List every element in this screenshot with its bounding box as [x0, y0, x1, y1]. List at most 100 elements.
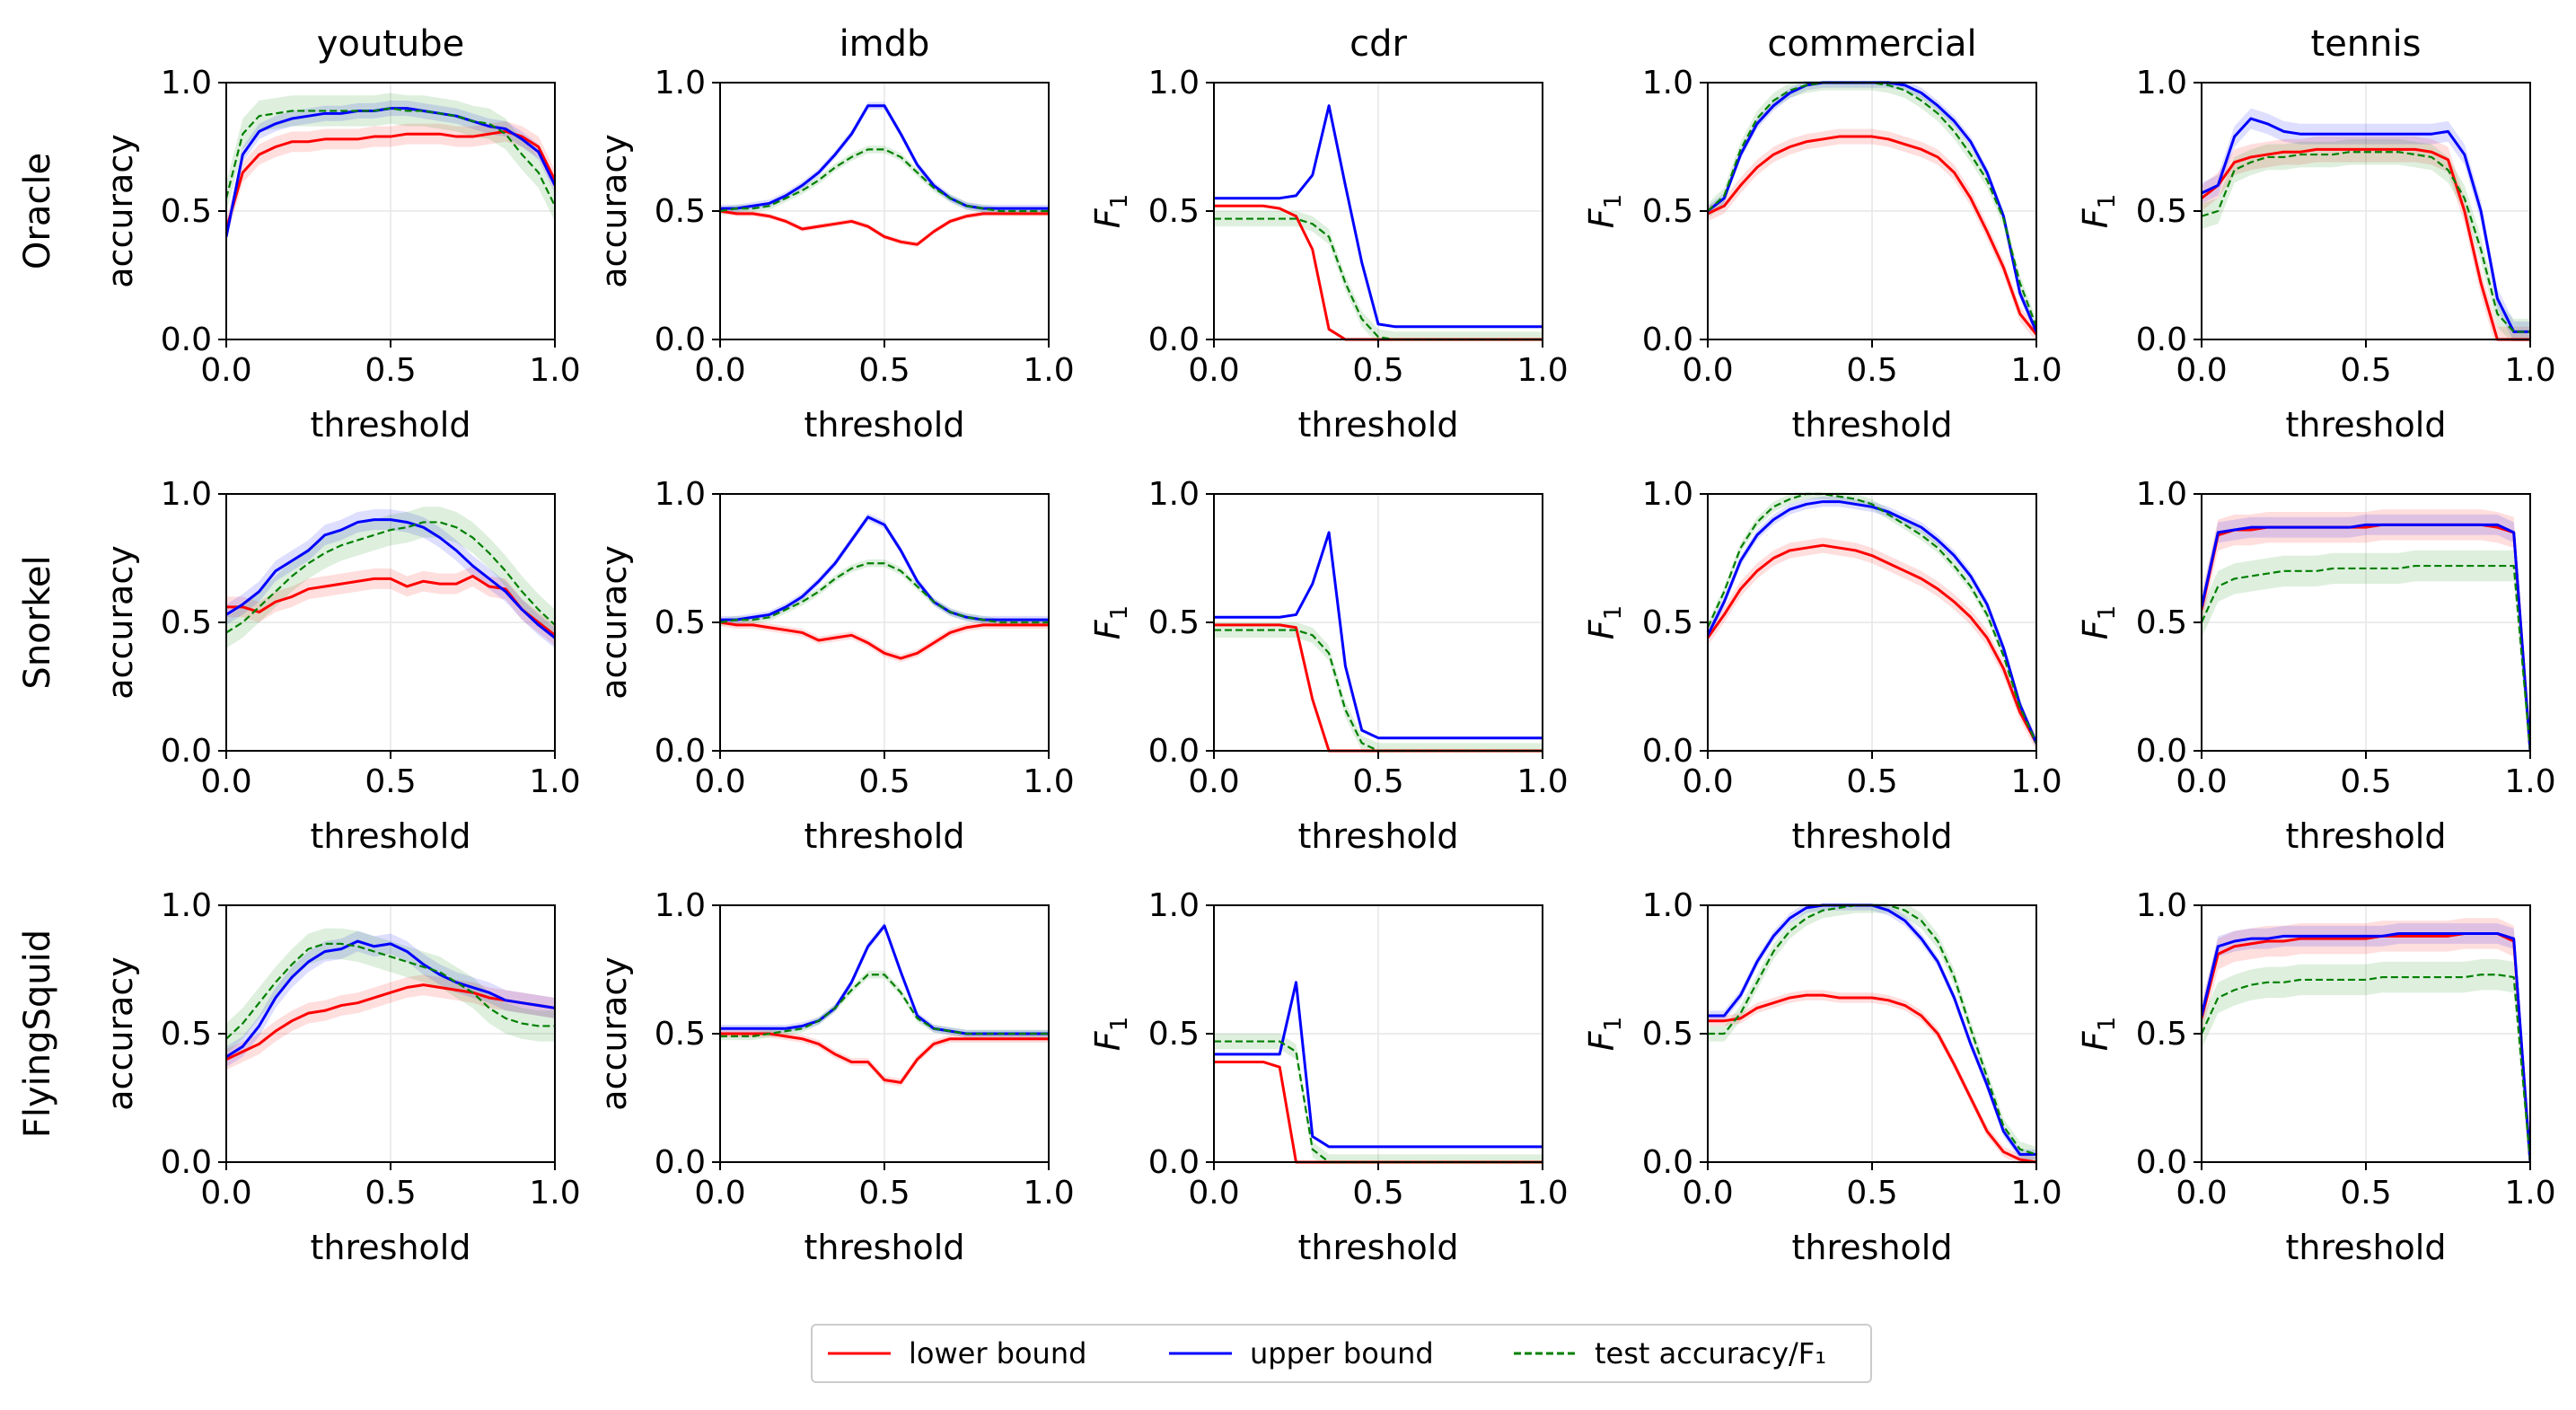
row-label-FlyingSquid: FlyingSquid — [17, 930, 58, 1138]
x-axis-label: threshold — [1298, 405, 1459, 445]
x-tick-label: 1.0 — [2504, 352, 2555, 389]
x-axis-label: threshold — [804, 405, 965, 445]
plot-area — [720, 513, 1049, 663]
band-lower — [720, 618, 1049, 663]
y-axis-label: accuracy — [594, 134, 634, 287]
panel-2-1: 0.00.0 0.5 0.5 1.0 1.0 threshold accuracy — [594, 887, 1075, 1267]
y-tick-label: 0.0 — [1148, 1144, 1200, 1181]
x-axis-label: threshold — [311, 405, 471, 445]
x-axis-label: threshold — [311, 1228, 471, 1267]
panel-2-0: 0.00.0 0.5 0.5 1.0 1.0 threshold accuracy — [101, 887, 581, 1267]
band-upper — [720, 921, 1049, 1038]
x-tick-label: 1.0 — [1517, 763, 1568, 800]
x-tick-label: 0.5 — [858, 1175, 910, 1212]
y-tick-label: 1.0 — [2136, 65, 2187, 101]
y-tick-label: 1.0 — [161, 65, 212, 101]
y-tick-label: 1.0 — [161, 887, 212, 924]
y-tick-label: 0.0 — [1148, 733, 1200, 770]
panel-2-4: 0.00.0 0.5 0.5 1.0 1.0 threshold F1 — [2076, 887, 2556, 1267]
y-tick-label: 0.0 — [1148, 322, 1200, 358]
x-tick-label: 0.5 — [1352, 763, 1403, 800]
plot-area — [1708, 492, 2036, 751]
x-tick-label: 0.0 — [1188, 352, 1239, 389]
y-tick-label: 0.0 — [161, 1144, 212, 1181]
panel-0-4: 0.00.0 0.5 0.5 1.0 1.0 threshold F1 — [2076, 65, 2556, 445]
x-tick-label: 0.5 — [1846, 763, 1897, 800]
x-tick-label: 0.5 — [2340, 763, 2391, 800]
x-axis-label: threshold — [1298, 1228, 1459, 1267]
y-tick-label: 1.0 — [2136, 476, 2187, 513]
plot-area — [226, 93, 555, 245]
x-tick-label: 0.5 — [1846, 352, 1897, 389]
x-tick-label: 0.5 — [365, 352, 416, 389]
x-axis-label: threshold — [804, 1228, 965, 1267]
series-line-upper — [1708, 500, 2036, 745]
x-axis-label: threshold — [2286, 816, 2447, 856]
legend-frame — [811, 1324, 1872, 1383]
series-line-upper — [1214, 531, 1543, 740]
panel-2-3: 0.00.0 0.5 0.5 1.0 1.0 threshold F1 — [1582, 887, 2062, 1267]
x-tick-label: 0.0 — [1188, 1175, 1239, 1212]
x-tick-label: 1.0 — [1023, 763, 1074, 800]
series-line-lower — [226, 129, 555, 230]
y-tick-label: 0.0 — [2136, 1144, 2187, 1181]
y-tick-label: 0.5 — [2136, 604, 2187, 641]
x-tick-label: 1.0 — [529, 1175, 580, 1212]
y-tick-label: 0.5 — [1642, 604, 1693, 641]
band-test — [1214, 211, 1543, 341]
panel-1-2: 0.00.0 0.5 0.5 1.0 1.0 threshold F1 — [1088, 476, 1569, 856]
series-line-test — [1214, 217, 1543, 341]
x-tick-label: 0.5 — [858, 352, 910, 389]
y-axis-label: accuracy — [101, 545, 140, 699]
x-tick-label: 0.0 — [2176, 352, 2227, 389]
row-label-Snorkel: Snorkel — [17, 555, 58, 689]
x-tick-label: 0.0 — [200, 763, 251, 800]
series-line-upper — [2202, 523, 2530, 752]
series-line-upper — [720, 924, 1049, 1035]
x-axis-label: threshold — [2286, 405, 2447, 445]
y-tick-label: 0.5 — [161, 193, 212, 230]
band-upper — [226, 930, 555, 1068]
series-line-test — [226, 521, 555, 634]
x-tick-label: 1.0 — [1517, 1175, 1568, 1212]
series-line-lower — [720, 209, 1049, 246]
x-axis-label: threshold — [804, 816, 965, 856]
y-tick-label: 1.0 — [161, 476, 212, 513]
x-tick-label: 0.5 — [365, 763, 416, 800]
y-tick-label: 0.0 — [1642, 322, 1693, 358]
y-tick-label: 1.0 — [2136, 887, 2187, 924]
x-tick-label: 1.0 — [2010, 763, 2062, 800]
plot-area — [226, 507, 555, 648]
x-tick-label: 1.0 — [2010, 352, 2062, 389]
band-test — [226, 507, 555, 648]
y-tick-label: 0.0 — [1642, 1144, 1693, 1181]
panel-0-0: 0.00.0 0.5 0.5 1.0 1.0 threshold accuracy — [101, 65, 581, 445]
band-test — [2202, 959, 2530, 1164]
y-tick-label: 1.0 — [1148, 65, 1200, 101]
y-axis-label: F1 — [1088, 605, 1133, 639]
y-tick-label: 0.0 — [655, 733, 706, 770]
x-tick-label: 1.0 — [1023, 352, 1074, 389]
x-tick-label: 0.0 — [1188, 763, 1239, 800]
legend-label-upper: upper bound — [1250, 1336, 1434, 1370]
x-tick-label: 0.5 — [365, 1175, 416, 1212]
series-line-test — [2202, 974, 2530, 1163]
band-test — [2202, 550, 2530, 753]
x-tick-label: 0.5 — [2340, 1175, 2391, 1212]
x-tick-label: 0.0 — [1682, 763, 1733, 800]
x-axis-label: threshold — [311, 816, 471, 856]
x-tick-label: 0.0 — [694, 1175, 745, 1212]
series-line-upper — [720, 104, 1049, 210]
band-upper — [226, 509, 555, 648]
band-test — [1708, 903, 2036, 1162]
y-tick-label: 1.0 — [1642, 476, 1693, 513]
legend: lower bound upper bound test accuracy/F₁ — [811, 1324, 1872, 1383]
band-lower — [226, 566, 555, 646]
y-axis-label: F1 — [1582, 605, 1627, 639]
series-line-test — [226, 942, 555, 1040]
y-axis-label: F1 — [1088, 194, 1133, 228]
series-line-test — [720, 562, 1049, 624]
band-upper — [2202, 108, 2530, 341]
band-lower — [226, 974, 555, 1071]
